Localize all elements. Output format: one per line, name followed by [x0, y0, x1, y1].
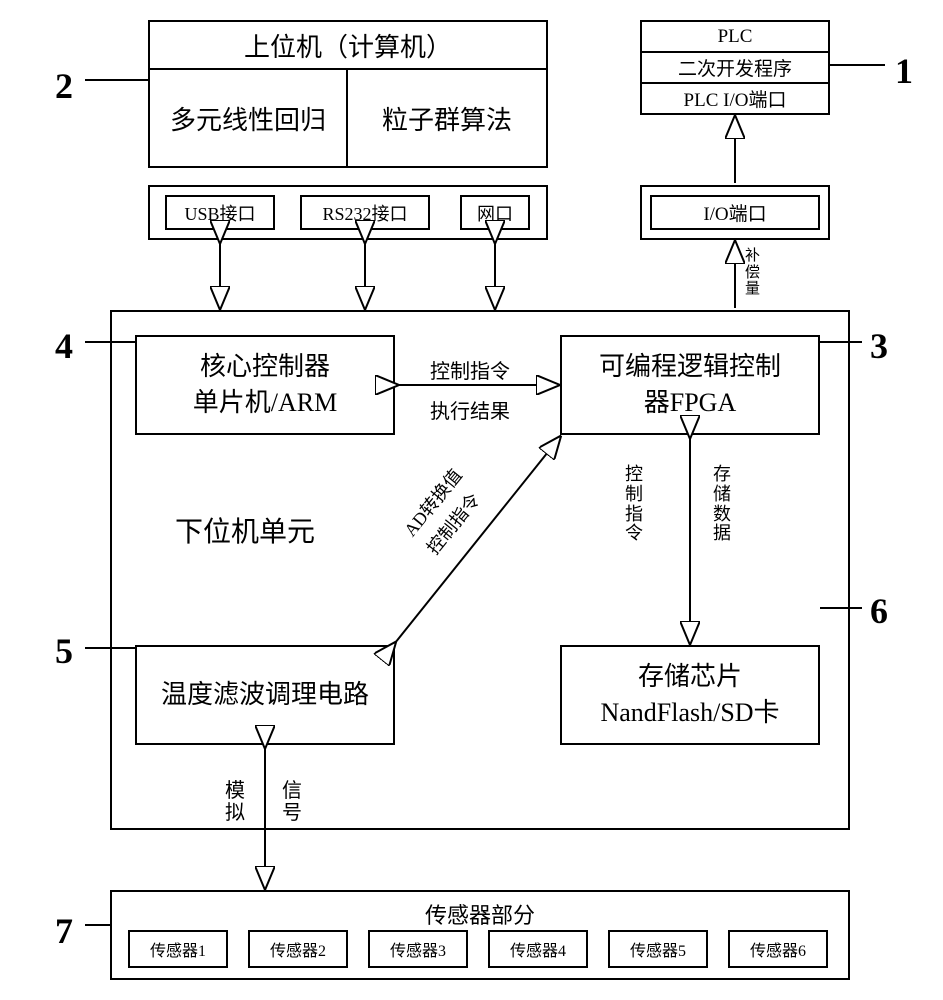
fpga: 可编程逻辑控制 器FPGA: [599, 349, 781, 422]
label-7: 7: [55, 910, 73, 952]
host-port2-box: RS232接口: [300, 195, 430, 230]
host-title: 上位机（计算机）: [244, 27, 452, 64]
host-method1-box: 多元线性回归: [148, 68, 348, 168]
storage: 存储芯片 NandFlash/SD卡: [600, 659, 779, 732]
filter-box: 温度滤波调理电路: [135, 645, 395, 745]
sensor-5: 传感器5: [608, 930, 708, 968]
host-port2: RS232接口: [322, 200, 407, 226]
plc-row2: 二次开发程序: [678, 54, 792, 81]
label-5: 5: [55, 630, 73, 672]
edge-analog: 模拟: [225, 780, 245, 824]
plc-row3: PLC I/O端口: [684, 85, 787, 112]
io-port-box: I/O端口: [650, 195, 820, 230]
host-port1: USB接口: [184, 200, 255, 226]
plc-row2-box: 二次开发程序: [640, 51, 830, 84]
sensor-3: 传感器3: [368, 930, 468, 968]
sensor-title: 传感器部分: [425, 898, 535, 930]
sensor-2: 传感器2: [248, 930, 348, 968]
storage-box: 存储芯片 NandFlash/SD卡: [560, 645, 820, 745]
edge-comp: 补偿量: [745, 248, 761, 298]
host-method2: 粒子群算法: [382, 100, 512, 137]
edge-ctrl-cmd: 控制指令: [430, 355, 510, 384]
label-6: 6: [870, 590, 888, 632]
sensor-1: 传感器1: [128, 930, 228, 968]
filter: 温度滤波调理电路: [161, 677, 369, 713]
plc-row1-box: PLC: [640, 20, 830, 53]
host-port3-box: 网口: [460, 195, 530, 230]
edge-exec-result: 执行结果: [430, 395, 510, 424]
plc-row3-box: PLC I/O端口: [640, 82, 830, 115]
label-2: 2: [55, 65, 73, 107]
label-3: 3: [870, 325, 888, 367]
fpga-box: 可编程逻辑控制 器FPGA: [560, 335, 820, 435]
edge-store-data: 存储数据: [713, 465, 733, 544]
host-title-box: 上位机（计算机）: [148, 20, 548, 70]
label-1: 1: [895, 50, 913, 92]
label-4: 4: [55, 325, 73, 367]
sensor-4: 传感器4: [488, 930, 588, 968]
io-port: I/O端口: [703, 199, 766, 226]
plc-row1: PLC: [718, 26, 753, 48]
host-method2-box: 粒子群算法: [346, 68, 548, 168]
edge-signal: 信号: [282, 780, 302, 824]
sensor-6: 传感器6: [728, 930, 828, 968]
host-port3: 网口: [477, 200, 513, 226]
host-port1-box: USB接口: [165, 195, 275, 230]
edge-ctrl-cmd-v: 控制指令: [625, 465, 645, 544]
system-diagram: 1 2 3 4 5 6 7 上位机（计算机） 多元线性回归 粒子群算法 USB接…: [0, 0, 943, 1000]
host-method1: 多元线性回归: [170, 100, 326, 137]
core-controller: 核心控制器 单片机/ARM: [193, 349, 337, 422]
lower-unit-title: 下位机单元: [175, 510, 315, 550]
core-controller-box: 核心控制器 单片机/ARM: [135, 335, 395, 435]
